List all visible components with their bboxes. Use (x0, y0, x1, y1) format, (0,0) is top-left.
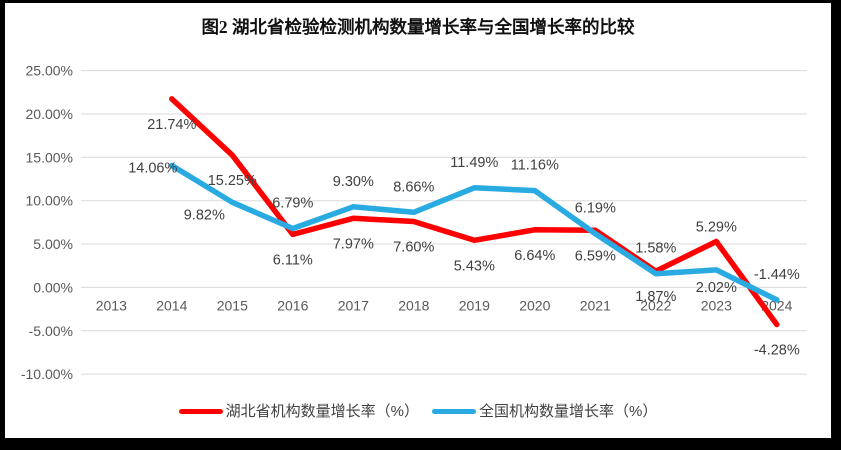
legend-item-hubei: 湖北省机构数量增长率（%） (178, 402, 419, 420)
data-label: 9.82% (184, 207, 225, 223)
line-chart-plot-area: -10.00% -5.00% 0.00% 5.00% 10.00% 15.00% 20.00… (21, 63, 807, 382)
data-label: 21.74% (147, 117, 196, 133)
y-axis-tick-label: -5.00% (29, 323, 73, 339)
data-label: 5.29% (696, 220, 737, 236)
x-axis-tick-label: 2020 (519, 297, 550, 313)
data-label: 11.16% (511, 158, 559, 174)
legend-label-national: 全国机构数量增长率（%） (479, 402, 658, 420)
data-label: 8.66% (393, 179, 434, 195)
x-axis-tick-label: 2013 (96, 297, 127, 313)
x-axis-tick-label: 2018 (398, 297, 429, 313)
y-axis-tick-label: 25.00% (26, 63, 73, 79)
series-line-1 (169, 162, 780, 303)
y-axis-tick-label: 15.00% (26, 149, 73, 165)
data-label: 5.43% (454, 258, 495, 274)
data-label: 14.06% (128, 161, 177, 177)
legend-label-hubei: 湖北省机构数量增长率（%） (225, 402, 419, 420)
y-axis-tick-label: 0.00% (33, 279, 73, 295)
data-label: 6.59% (575, 248, 616, 264)
data-label: 2.02% (696, 280, 737, 296)
x-axis-tick-label: 2016 (277, 297, 308, 313)
x-axis-tick-label: 2023 (701, 297, 732, 313)
data-label: 6.11% (273, 252, 313, 268)
y-axis-tick-label: 5.00% (33, 236, 73, 252)
y-axis-tick-label: 20.00% (26, 106, 73, 122)
data-label: 15.25% (208, 173, 257, 189)
data-label: 7.97% (333, 236, 374, 252)
data-label: -4.28% (754, 343, 800, 359)
data-label: 7.60% (393, 240, 434, 256)
data-label: 6.64% (514, 248, 555, 264)
x-axis-tick-label: 2017 (338, 297, 369, 313)
x-axis-tick-label: 2015 (217, 297, 248, 313)
legend-line-swatch-blue (432, 408, 476, 414)
data-label: 6.19% (575, 201, 616, 217)
data-label: 11.49% (450, 155, 498, 171)
series-line-0 (169, 96, 780, 328)
data-label: 1.58% (635, 241, 676, 257)
chart-title: 图2 湖北省检验检测机构数量增长率与全国增长率的比较 (201, 17, 635, 37)
x-axis-tick-label: 2014 (156, 297, 187, 313)
chart-panel: 图2 湖北省检验检测机构数量增长率与全国增长率的比较 -10.00% -5.00%… (5, 3, 831, 438)
x-axis-tick-label: 2021 (580, 297, 611, 313)
legend: 湖北省机构数量增长率（%） 全国机构数量增长率（%） (5, 397, 831, 425)
legend-line-swatch-red (178, 408, 223, 414)
legend-item-national: 全国机构数量增长率（%） (432, 404, 657, 419)
data-label: 1.87% (635, 289, 676, 305)
y-axis-tick-label: 10.00% (26, 193, 73, 209)
x-axis-tick-label: 2022 (640, 297, 671, 313)
x-axis-tick-label: 2019 (459, 297, 490, 313)
data-label: 6.79% (272, 196, 313, 212)
data-label: 9.30% (333, 174, 374, 190)
y-axis-tick-label: -10.00% (21, 366, 73, 382)
data-label: -1.44% (754, 267, 800, 283)
